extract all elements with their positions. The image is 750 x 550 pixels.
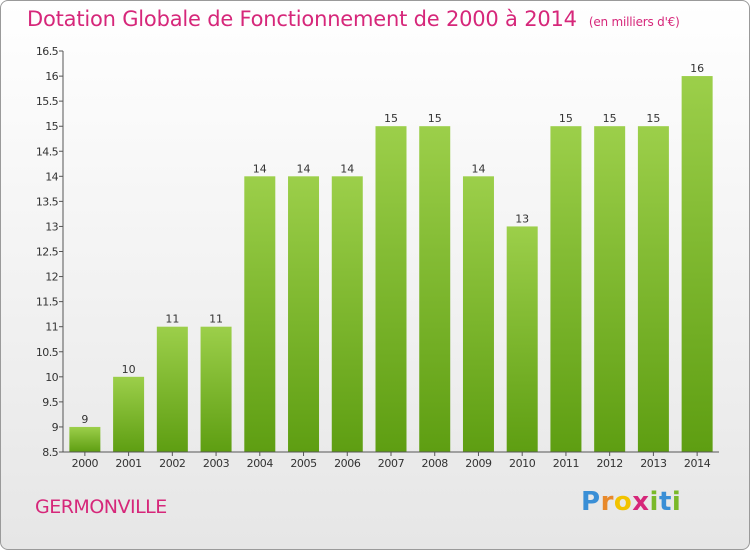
x-tick-label: 2004 [247,457,274,470]
logo-letter: i [671,487,682,517]
bar-2011 [550,126,582,452]
y-tick-label: 9 [52,421,59,434]
y-tick-label: 11.5 [36,296,59,309]
bar-value-label: 15 [559,112,573,125]
x-tick-label: 2008 [422,457,449,470]
bar-value-label: 14 [340,162,354,175]
y-tick-label: 13.5 [36,195,59,208]
bar-2009 [462,176,494,452]
y-tick-label: 16.5 [36,45,59,58]
chart-title-text: Dotation Globale de Fonctionnement de 20… [27,7,577,31]
chart-subtitle: (en milliers d'€) [588,15,680,29]
bar-value-label: 15 [428,112,442,125]
x-tick-label: 2011 [553,457,579,470]
x-tick-label: 2010 [509,457,536,470]
y-tick-label: 13 [45,220,58,233]
x-tick-label: 2001 [115,457,141,470]
bar-2006 [331,176,363,452]
bar-value-label: 14 [297,162,311,175]
y-tick-label: 14.5 [36,145,59,158]
x-tick-label: 2005 [290,457,317,470]
y-tick-label: 8.5 [42,446,58,459]
bar-2012 [594,126,626,452]
bar-value-label: 9 [81,413,88,426]
chart-title: Dotation Globale de Fonctionnement de 20… [27,7,680,31]
bar-2005 [288,176,320,452]
bar-value-label: 15 [646,112,660,125]
bars: 9 10 11 11 14 14 14 15 15 14 13 15 15 15 16 [69,62,713,452]
y-tick-label: 11 [45,321,58,334]
x-tick-label: 2000 [72,457,99,470]
bar-2004 [244,176,276,452]
x-tick-label: 2012 [596,457,622,470]
y-tick-label: 10.5 [36,346,59,359]
logo-letter: P [581,487,601,517]
y-tick-label: 12.5 [36,246,59,259]
y-tick-label: 10 [45,371,58,384]
bar-value-label: 15 [603,112,617,125]
bar-value-label: 14 [253,162,267,175]
y-tick-label: 12 [45,271,58,284]
bar-value-label: 13 [515,212,529,225]
bar-2001 [113,376,145,452]
x-axis: 2000 2001 2002 2003 2004 2005 2006 2007 2008 2009… [63,451,719,470]
bar-2000 [69,426,101,452]
x-tick-label: 2003 [203,457,230,470]
bar-value-label: 11 [165,313,179,326]
y-axis: 8.5 9 9.5 10 10.5 11 11.5 12 12.5 13 13.5 14 14.5 15 1… [36,45,64,459]
commune-name: GERMONVILLE [35,496,167,518]
x-tick-label: 2007 [378,457,405,470]
bar-2010 [506,226,538,452]
bar-value-label: 14 [471,162,485,175]
proxiti-logo[interactable]: Proxiti [581,487,681,517]
logo-letter: x [632,487,650,517]
bar-2013 [637,126,669,452]
bar-2014 [681,76,713,452]
x-tick-label: 2014 [684,457,711,470]
y-tick-label: 9.5 [42,396,58,409]
y-tick-label: 15.5 [36,95,59,108]
logo-letter: o [613,487,633,517]
bar-value-label: 16 [690,62,704,75]
bar-2007 [375,126,407,452]
x-tick-label: 2009 [465,457,492,470]
y-tick-label: 15 [45,120,58,133]
bar-2002 [156,326,188,452]
y-tick-label: 14 [45,170,58,183]
bar-value-label: 11 [209,313,223,326]
y-tick-label: 16 [45,70,58,83]
logo-letter: t [658,487,672,517]
logo-letter: r [600,487,614,517]
x-tick-label: 2002 [159,457,185,470]
bar-value-label: 15 [384,112,398,125]
x-tick-label: 2013 [640,457,667,470]
bar-2003 [200,326,232,452]
bar-value-label: 10 [122,363,136,376]
bar-2008 [419,126,451,452]
x-tick-label: 2006 [334,457,361,470]
logo-letter: i [649,487,659,517]
